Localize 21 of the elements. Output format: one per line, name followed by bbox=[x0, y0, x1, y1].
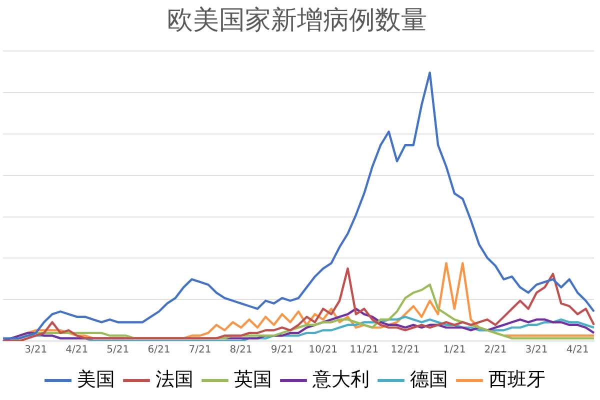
x-tick-label: 6/21 bbox=[148, 344, 170, 356]
x-tick-label: 4/21 bbox=[66, 344, 88, 356]
x-tick-label: 3/21 bbox=[24, 344, 48, 356]
x-tick-label: 1/21 bbox=[443, 344, 466, 356]
chart-title: 欧美国家新增病例数量 bbox=[167, 5, 427, 36]
legend-label: 德国 bbox=[410, 368, 448, 390]
x-tick-label: 7/21 bbox=[188, 344, 212, 356]
x-tick-label: 10/21 bbox=[308, 344, 338, 356]
legend-label: 西班牙 bbox=[488, 368, 546, 390]
x-tick-label: 2/21 bbox=[484, 344, 507, 356]
legend-label: 美国 bbox=[77, 368, 115, 390]
x-tick-label: 9/21 bbox=[270, 344, 294, 356]
x-tick-label: 8/21 bbox=[230, 344, 252, 356]
x-tick-label: 12/21 bbox=[390, 344, 420, 356]
legend-label: 法国 bbox=[156, 368, 194, 390]
legend-label: 意大利 bbox=[312, 368, 370, 390]
x-tick-label: 4/21 bbox=[566, 344, 589, 356]
x-tick-label: 11/21 bbox=[350, 344, 379, 356]
legend-label: 英国 bbox=[234, 368, 272, 390]
x-tick-label: 3/21 bbox=[525, 344, 548, 356]
x-tick-label: 5/21 bbox=[106, 344, 130, 356]
